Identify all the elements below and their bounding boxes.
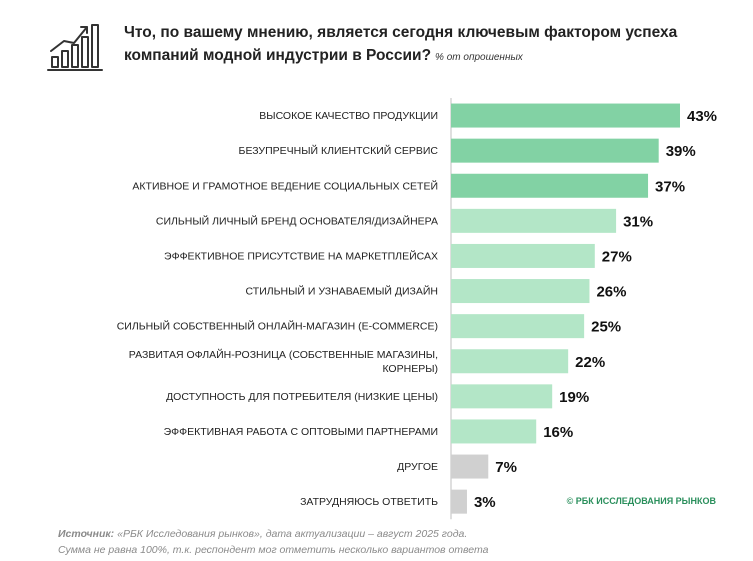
category-label: СИЛЬНЫЙ ЛИЧНЫЙ БРЕНД ОСНОВАТЕЛЯ/ДИЗАЙНЕР… xyxy=(156,214,438,227)
category-label: АКТИВНОЕ И ГРАМОТНОЕ ВЕДЕНИЕ СОЦИАЛЬНЫХ … xyxy=(132,179,438,192)
category-label: РАЗВИТАЯ ОФЛАЙН-РОЗНИЦА (СОБСТВЕННЫЕ МАГ… xyxy=(129,348,438,375)
copyright-credit: © РБК ИССЛЕДОВАНИЯ РЫНКОВ xyxy=(566,496,716,506)
footer: Источник: «РБК Исследования рынков», дат… xyxy=(58,526,488,558)
bar xyxy=(451,103,680,128)
bar xyxy=(451,243,595,268)
category-label: ДРУГОЕ xyxy=(397,461,438,473)
chart-title: Что, по вашему мнению, является сегодня … xyxy=(124,24,678,64)
value-label: 27% xyxy=(602,248,632,265)
footer-source: Источник: «РБК Исследования рынков», дат… xyxy=(58,528,468,540)
category-label: ЭФФЕКТИВНАЯ РАБОТА С ОПТОВЫМИ ПАРТНЕРАМИ xyxy=(164,426,438,438)
bar xyxy=(451,349,569,374)
value-label: 37% xyxy=(655,178,685,195)
bar xyxy=(451,314,585,339)
bar xyxy=(451,173,649,198)
growth-chart-icon xyxy=(47,24,103,71)
category-label: СТИЛЬНЫЙ И УЗНАВАЕМЫЙ ДИЗАЙН xyxy=(246,285,438,298)
value-label: 3% xyxy=(474,494,496,511)
bar xyxy=(451,384,553,409)
value-label: 39% xyxy=(666,143,696,160)
value-label: 31% xyxy=(623,213,653,230)
category-label: ЗАТРУДНЯЮСЬ ОТВЕТИТЬ xyxy=(300,496,438,508)
bar xyxy=(451,208,617,233)
value-label: 16% xyxy=(543,424,573,441)
category-label: ДОСТУПНОСТЬ ДЛЯ ПОТРЕБИТЕЛЯ (НИЗКИЕ ЦЕНЫ… xyxy=(166,391,438,403)
bar xyxy=(451,489,467,514)
category-label: СИЛЬНЫЙ СОБСТВЕННЫЙ ОНЛАЙН-МАГАЗИН (E-CO… xyxy=(117,320,438,333)
value-label: 22% xyxy=(575,354,605,371)
category-label: БЕЗУПРЕЧНЫЙ КЛИЕНТСКИЙ СЕРВИС xyxy=(239,144,439,157)
category-label: ВЫСОКОЕ КАЧЕСТВО ПРОДУКЦИИ xyxy=(259,110,438,122)
footer-note: Сумма не равна 100%, т.к. респондент мог… xyxy=(58,544,489,556)
value-label: 26% xyxy=(596,284,626,301)
value-label: 19% xyxy=(559,389,589,406)
chart-subtitle: % от опрошенных xyxy=(435,52,523,63)
category-label: ЭФФЕКТИВНОЕ ПРИСУТСТВИЕ НА МАРКЕТПЛЕЙСАХ xyxy=(164,249,438,262)
value-label: 25% xyxy=(591,319,621,336)
bar xyxy=(451,419,537,444)
bar xyxy=(451,279,590,304)
value-label: 7% xyxy=(495,459,517,476)
bar xyxy=(451,454,489,479)
bar xyxy=(451,138,659,163)
value-label: 43% xyxy=(687,108,717,125)
